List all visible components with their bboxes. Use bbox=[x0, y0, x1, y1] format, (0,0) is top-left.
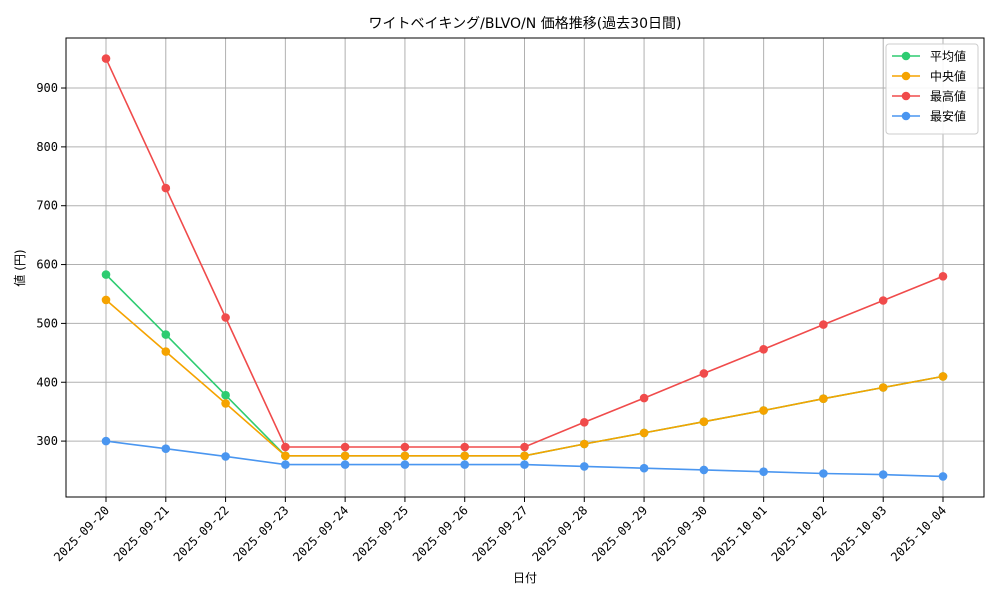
legend-item: 中央値 bbox=[892, 69, 966, 84]
data-point bbox=[101, 295, 111, 305]
legend-item: 最高値 bbox=[892, 89, 966, 104]
y-axis-title: 値 (円) bbox=[12, 249, 27, 286]
data-point bbox=[938, 372, 948, 381]
y-tick-label: 400 bbox=[36, 375, 58, 389]
y-tick-label: 300 bbox=[36, 434, 58, 448]
legend-item: 最安値 bbox=[892, 109, 966, 124]
data-point bbox=[161, 347, 171, 356]
data-point bbox=[460, 460, 470, 469]
data-point bbox=[878, 383, 888, 392]
data-point bbox=[759, 345, 768, 354]
x-tick-label: 2025-09-28 bbox=[529, 503, 590, 564]
data-point bbox=[699, 369, 709, 378]
x-tick-label: 2025-09-30 bbox=[649, 503, 710, 564]
legend-box bbox=[885, 43, 979, 135]
data-point bbox=[699, 465, 709, 475]
data-point bbox=[340, 451, 350, 461]
x-tick-label: 2025-09-27 bbox=[470, 503, 531, 564]
data-point bbox=[819, 320, 828, 329]
data-point bbox=[819, 469, 828, 478]
y-tick-label: 900 bbox=[36, 81, 58, 95]
x-tick-label: 2025-09-23 bbox=[230, 503, 291, 564]
legend-item: 平均値 bbox=[892, 49, 966, 64]
series-group bbox=[101, 54, 948, 481]
data-point bbox=[938, 272, 948, 281]
data-point bbox=[460, 442, 470, 452]
series-3 bbox=[101, 54, 948, 452]
x-tick-label: 2025-10-04 bbox=[888, 503, 949, 564]
data-point bbox=[639, 463, 649, 473]
legend-marker bbox=[901, 111, 911, 121]
grid bbox=[66, 38, 984, 497]
x-tick-label: 2025-10-02 bbox=[769, 503, 830, 564]
data-point bbox=[580, 462, 589, 471]
data-point bbox=[759, 406, 768, 415]
data-point bbox=[878, 296, 888, 305]
x-tick-label: 2025-09-24 bbox=[290, 503, 351, 564]
legend-marker bbox=[901, 51, 911, 61]
data-point bbox=[938, 472, 948, 481]
y-tick-label: 500 bbox=[36, 316, 58, 330]
x-tick-label: 2025-09-21 bbox=[111, 503, 172, 564]
x-tick-label: 2025-09-26 bbox=[410, 503, 471, 564]
legend-marker bbox=[901, 71, 911, 81]
data-point bbox=[221, 390, 230, 400]
data-point bbox=[639, 393, 649, 403]
legend-label: 最高値 bbox=[930, 89, 966, 104]
data-point bbox=[221, 452, 230, 461]
x-tick-label: 2025-10-03 bbox=[828, 503, 889, 564]
data-point bbox=[101, 436, 111, 446]
data-point bbox=[520, 451, 529, 461]
y-tick-label: 800 bbox=[36, 140, 58, 154]
legend-label: 中央値 bbox=[930, 69, 966, 84]
legend-label: 平均値 bbox=[930, 49, 966, 64]
chart-title: ワイトベイキング/BLVO/N 価格推移(過去30日間) bbox=[369, 16, 682, 32]
axis-ticks: 2025-09-202025-09-212025-09-222025-09-23… bbox=[36, 81, 949, 564]
data-point bbox=[161, 444, 171, 454]
x-tick-label: 2025-10-01 bbox=[709, 503, 770, 564]
data-point bbox=[340, 460, 350, 469]
data-point bbox=[101, 270, 111, 279]
y-tick-label: 600 bbox=[36, 258, 58, 272]
data-point bbox=[520, 442, 529, 452]
data-point bbox=[520, 460, 529, 469]
data-point bbox=[400, 442, 410, 452]
y-tick-label: 700 bbox=[36, 199, 58, 213]
data-point bbox=[580, 439, 589, 449]
data-point bbox=[878, 470, 888, 479]
series-2 bbox=[101, 295, 948, 461]
data-point bbox=[759, 467, 768, 477]
data-point bbox=[101, 54, 111, 63]
data-point bbox=[639, 428, 649, 438]
data-point bbox=[340, 442, 350, 452]
legend-label: 最安値 bbox=[930, 109, 966, 124]
data-point bbox=[281, 451, 290, 461]
data-point bbox=[460, 451, 470, 461]
x-tick-label: 2025-09-20 bbox=[51, 503, 112, 564]
x-tick-label: 2025-09-29 bbox=[589, 503, 650, 564]
data-point bbox=[161, 183, 171, 193]
x-tick-label: 2025-09-25 bbox=[350, 503, 411, 564]
data-point bbox=[400, 460, 410, 469]
data-point bbox=[221, 399, 230, 408]
series-4 bbox=[101, 436, 948, 481]
data-point bbox=[221, 313, 230, 322]
x-axis-title: 日付 bbox=[513, 571, 537, 585]
data-point bbox=[580, 418, 589, 427]
data-point bbox=[400, 451, 410, 461]
data-point bbox=[281, 460, 290, 469]
data-point bbox=[819, 394, 828, 404]
x-tick-label: 2025-09-22 bbox=[171, 503, 232, 564]
legend-marker bbox=[901, 91, 911, 101]
data-point bbox=[699, 417, 709, 427]
data-point bbox=[161, 330, 171, 339]
data-point bbox=[281, 442, 290, 452]
